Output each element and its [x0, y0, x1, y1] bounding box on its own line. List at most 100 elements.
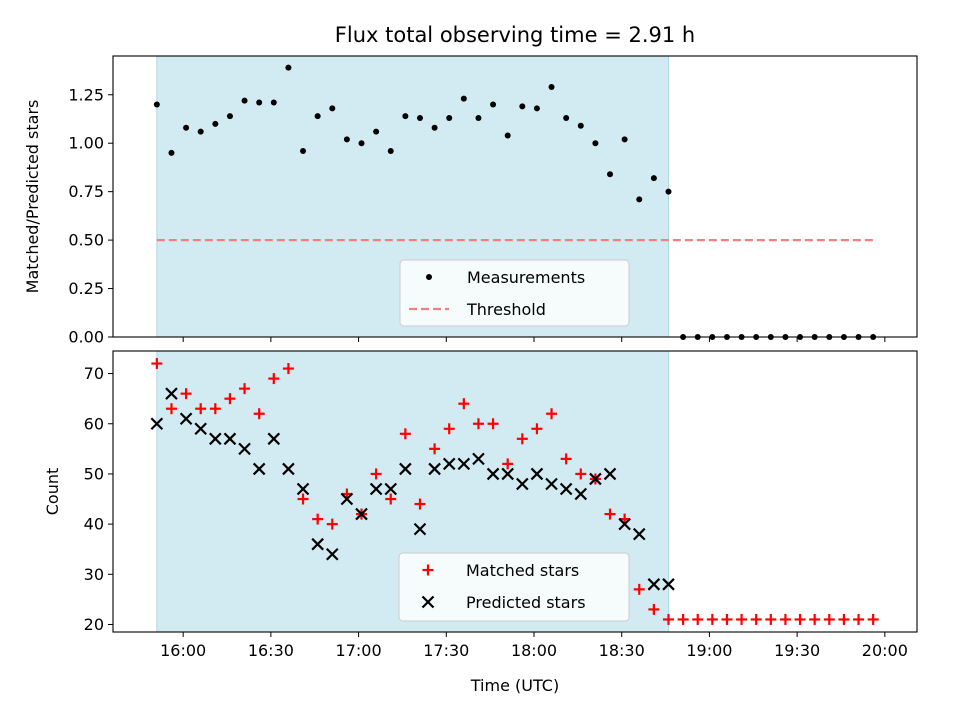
data-point: [226, 113, 233, 120]
data-point: [312, 513, 324, 525]
legend-label: Threshold: [466, 300, 546, 319]
data-point: [458, 398, 470, 410]
data-point: [297, 493, 309, 505]
data-point: [779, 613, 791, 625]
data-point: [721, 613, 733, 625]
y-tick-label: 50: [84, 464, 104, 483]
data-point: [223, 432, 237, 446]
data-point-b: [662, 578, 675, 591]
data-point-b: [194, 422, 207, 436]
data-point-b: [457, 457, 471, 471]
data-point: [692, 613, 704, 625]
y-tick-label: 70: [84, 364, 104, 383]
data-point: [516, 433, 528, 445]
data-point-b: [442, 457, 456, 471]
data-point: [370, 468, 382, 480]
data-point: [765, 613, 777, 625]
data-point: [325, 547, 339, 561]
data-point: [504, 132, 511, 139]
data-point: [150, 417, 164, 431]
data-point: [548, 84, 555, 91]
data-point: [809, 613, 821, 625]
data-point-b: [252, 462, 266, 476]
data-point: [516, 477, 529, 491]
data-point-b: [501, 467, 514, 481]
data-point-b: [267, 432, 281, 446]
data-point: [373, 128, 380, 135]
data-point-b: [311, 537, 324, 551]
data-point: [706, 613, 718, 625]
data-point: [607, 171, 614, 178]
data-point-b: [632, 527, 646, 541]
data-point-b: [223, 432, 237, 446]
y-tick-label: 0.50: [68, 231, 104, 250]
data-point: [431, 124, 438, 131]
data-point: [384, 482, 398, 496]
data-point: [502, 458, 514, 470]
legend-box: [398, 552, 630, 622]
data-point: [311, 537, 324, 551]
data-point: [603, 467, 617, 481]
y-tick-label: 60: [84, 414, 104, 433]
data-point: [443, 423, 455, 435]
data-point-b: [369, 482, 383, 496]
x-tick-label: 17:00: [336, 641, 382, 660]
data-point: [618, 517, 631, 531]
y-tick-label: 20: [84, 615, 104, 634]
plot-frame: [112, 55, 918, 338]
data-point: [647, 578, 661, 591]
legend-marker-b: [421, 595, 435, 609]
x-tick-label: 18:30: [599, 641, 645, 660]
data-point-b: [516, 477, 529, 491]
data-point: [490, 101, 497, 108]
panel-count: 20 30 40 50 60 70 16:00 16:30 17:00 17:30 18:00 18:…: [43, 350, 918, 660]
data-point: [559, 482, 573, 496]
data-point: [823, 613, 835, 625]
plot-frame: [112, 350, 918, 633]
data-point-b: [428, 462, 441, 476]
y-tick-label: 40: [84, 515, 104, 534]
data-point: [314, 113, 321, 120]
data-point: [442, 457, 456, 471]
data-point: [241, 97, 248, 104]
data-point: [168, 149, 175, 156]
data-point: [180, 388, 192, 400]
data-point: [252, 462, 266, 476]
data-point: [636, 196, 643, 203]
data-point-b: [238, 442, 251, 456]
data-point: [794, 613, 806, 625]
data-point: [212, 120, 219, 127]
data-point: [194, 422, 207, 436]
y-axis-label: Count: [43, 468, 62, 516]
data-point-b: [399, 462, 412, 476]
data-point: [501, 467, 514, 481]
data-point: [253, 408, 265, 420]
data-point: [300, 147, 307, 154]
data-point: [183, 124, 190, 131]
data-point: [487, 418, 499, 430]
y-axis-label: Matched/Predicted stars: [23, 100, 42, 294]
x-axis-label: Time (UTC): [470, 676, 559, 695]
data-point: [621, 136, 628, 143]
y-tick-label: 1.00: [68, 134, 104, 153]
data-point: [545, 477, 558, 491]
data-point: [665, 188, 672, 195]
data-point: [282, 462, 295, 476]
data-point: [472, 452, 485, 466]
data-point-b: [647, 578, 661, 591]
data-point: [592, 140, 599, 147]
data-point-b: [209, 432, 222, 446]
data-point: [677, 613, 689, 625]
data-point: [399, 462, 412, 476]
data-point: [472, 418, 484, 430]
legend: Matched stars Predicted stars: [398, 552, 630, 622]
data-point-b: [296, 482, 310, 496]
data-point-b: [486, 467, 500, 481]
data-point-b: [530, 467, 544, 481]
data-point: [414, 498, 426, 510]
data-point: [285, 64, 292, 71]
legend-marker: [421, 595, 435, 609]
data-point: [224, 393, 236, 405]
data-point: [179, 412, 193, 426]
data-point: [151, 358, 163, 370]
